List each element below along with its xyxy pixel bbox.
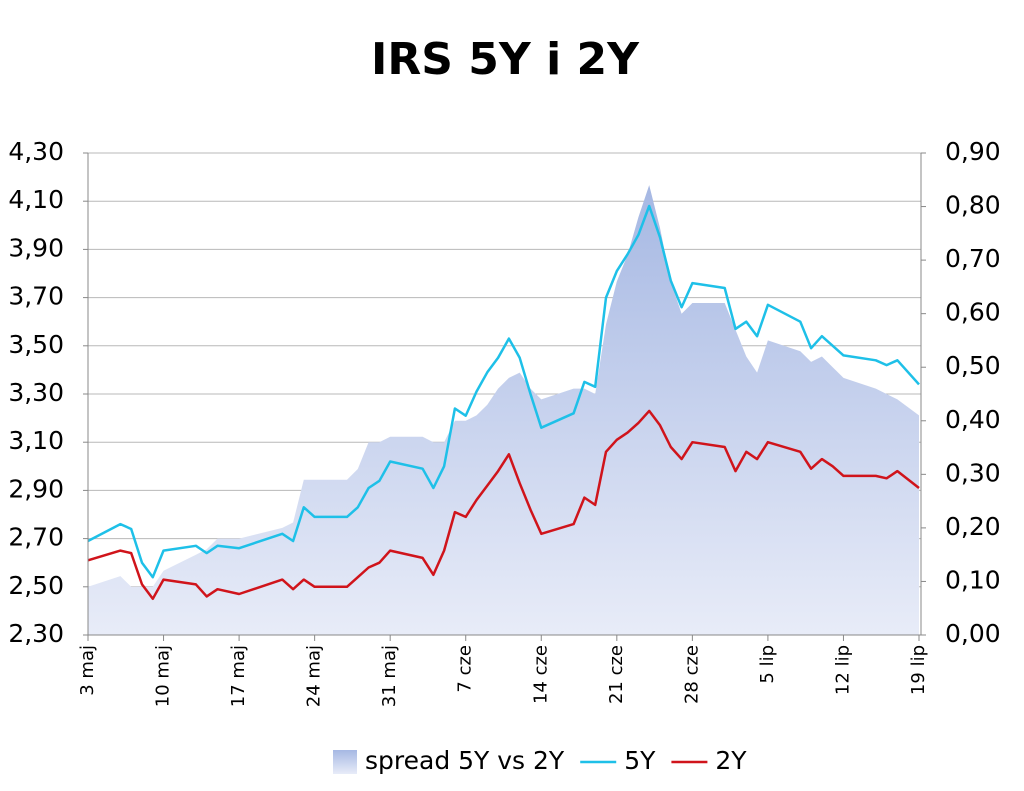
y-tick-label: 3,70 [8, 282, 64, 311]
legend-swatch [333, 750, 357, 774]
legend-label: spread 5Y vs 2Y [365, 746, 565, 775]
y-tick-label: 2,90 [8, 474, 64, 503]
y-tick-label: 2,30 [8, 619, 64, 648]
legend-label: 5Y [624, 746, 656, 775]
y-tick-label: 2,50 [8, 571, 64, 600]
y2-tick-label: 0,90 [945, 137, 1001, 166]
y2-tick-label: 0,20 [945, 512, 1001, 541]
series-line [87, 204, 920, 579]
x-tick-label: 21 cze [606, 645, 627, 704]
plot-area [87, 185, 920, 635]
x-tick-label: 10 maj [153, 645, 174, 707]
x-tick-label: 24 maj [304, 645, 325, 707]
x-tick-label: 28 cze [681, 645, 702, 704]
y2-tick-label: 0,50 [945, 351, 1001, 380]
x-tick-label: 12 lip [832, 645, 853, 695]
x-tick-label: 3 maj [77, 645, 98, 696]
x-tick-label: 17 maj [228, 645, 249, 707]
y-tick-label: 3,10 [8, 426, 64, 455]
y2-tick-label: 0,40 [945, 405, 1001, 434]
y-tick-label: 3,90 [8, 233, 64, 262]
y2-tick-label: 0,80 [945, 191, 1001, 220]
axes: 2,30 2,50 2,70 2,90 3,10 3,30 3,50 3,70 3,90 4,10… [8, 137, 1000, 707]
spread-area [88, 185, 919, 635]
y-tick-label: 3,30 [8, 378, 64, 407]
y-tick-label: 4,10 [8, 185, 64, 214]
y-tick-label: 4,30 [8, 137, 64, 166]
legend: spread 5Y vs 2Y 5Y 2Y [333, 746, 747, 775]
y2-tick-label: 0,10 [945, 565, 1001, 594]
x-tick-label: 19 lip [908, 645, 929, 695]
y-tick-label: 3,50 [8, 330, 64, 359]
series-line [87, 409, 920, 601]
y2-tick-label: 0,00 [945, 619, 1001, 648]
y2-tick-label: 0,60 [945, 298, 1001, 327]
y2-tick-label: 0,70 [945, 244, 1001, 273]
x-tick-label: 5 lip [757, 645, 778, 684]
legend-label: 2Y [715, 746, 747, 775]
x-tick-label: 7 cze [455, 645, 476, 693]
y2-tick-label: 0,30 [945, 458, 1001, 487]
chart-title: IRS 5Y i 2Y [371, 34, 640, 85]
x-tick-label: 31 maj [379, 645, 400, 707]
x-tick-label: 14 cze [530, 645, 551, 704]
y-tick-label: 2,70 [8, 523, 64, 552]
